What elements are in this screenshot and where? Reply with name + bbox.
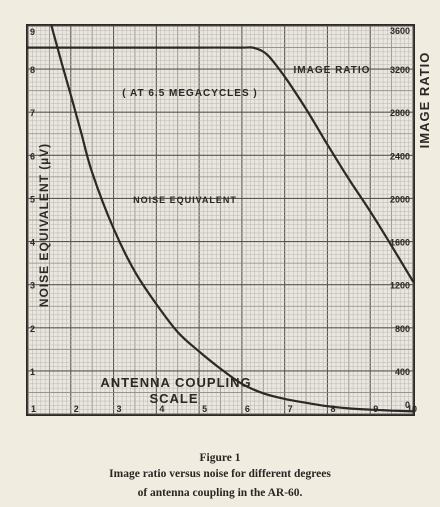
y-right-tick-label: 3600: [390, 26, 410, 36]
x-tick-label: 3: [117, 404, 122, 414]
y-right-tick-label: 400: [395, 367, 410, 377]
y-left-tick-label: 8: [30, 65, 35, 75]
chart-svg: 1 2 3 4 5 6 7 8 9 10 1 2 3 4 5 6 7 8 9 0 400 800 1200 1600 2000 2…: [26, 24, 432, 416]
x-tick-label: 4: [159, 404, 164, 414]
x-axis-label: ANTENNA COUPLING: [100, 375, 251, 390]
y-axis-label-left: NOISE EQUIVALENT (µV): [37, 143, 51, 307]
y-right-tick-label: 800: [395, 324, 410, 334]
chart: 1 2 3 4 5 6 7 8 9 10 1 2 3 4 5 6 7 8 9 0 400 800 1200 1600 2000 2…: [26, 24, 432, 416]
x-tick-label: 5: [202, 404, 207, 414]
figure-caption-line-1: Image ratio versus noise for different d…: [109, 468, 331, 480]
annotation-image-ratio: IMAGE RATIO: [294, 65, 371, 76]
tick-labels: 1 2 3 4 5 6 7 8 9 10 1 2 3 4 5 6 7 8 9 0 400 800 1200 1600 2000 2…: [30, 26, 417, 414]
y-right-tick-label: 1200: [390, 281, 410, 291]
y-left-tick-label: 9: [30, 27, 35, 37]
figure-caption-title: Figure 1: [199, 452, 241, 464]
y-left-tick-label: 5: [30, 194, 35, 204]
x-tick-label: 10: [407, 404, 417, 414]
annotation-megacycles: ( AT 6.5 MEGACYCLES ): [122, 88, 257, 99]
y-left-tick-label: 1: [30, 367, 35, 377]
y-left-tick-label: 4: [30, 238, 35, 248]
series-line-noise-equivalent: [50, 24, 415, 413]
y-right-tick-label: 0: [405, 400, 410, 410]
series-line-image-ratio: [26, 46, 415, 283]
annotation-noise-equivalent: NOISE EQUIVALENT: [133, 195, 237, 205]
y-left-tick-label: 2: [30, 324, 35, 334]
y-right-tick-label: 1600: [390, 238, 410, 248]
y-left-tick-label: 7: [30, 108, 35, 118]
x-tick-label: 2: [74, 404, 79, 414]
grid: [27, 25, 414, 415]
x-tick-label: 8: [330, 404, 335, 414]
x-tick-label: 7: [288, 404, 293, 414]
x-tick-label: 6: [245, 404, 250, 414]
x-axis-label-scale: SCALE: [149, 391, 198, 406]
y-right-tick-label: 2000: [390, 194, 410, 204]
x-tick-label: 9: [373, 404, 378, 414]
figure-caption-line-2: of antenna coupling in the AR-60.: [137, 487, 303, 499]
x-tick-label: 1: [31, 404, 36, 414]
y-left-tick-label: 3: [30, 281, 35, 291]
y-right-tick-label: 2400: [390, 151, 410, 161]
y-right-tick-label: 2800: [390, 108, 410, 118]
curves: [26, 24, 415, 413]
y-right-tick-label: 3200: [390, 65, 410, 75]
y-left-tick-label: 6: [30, 151, 35, 161]
y-axis-label-right: IMAGE RATIO: [417, 52, 432, 149]
